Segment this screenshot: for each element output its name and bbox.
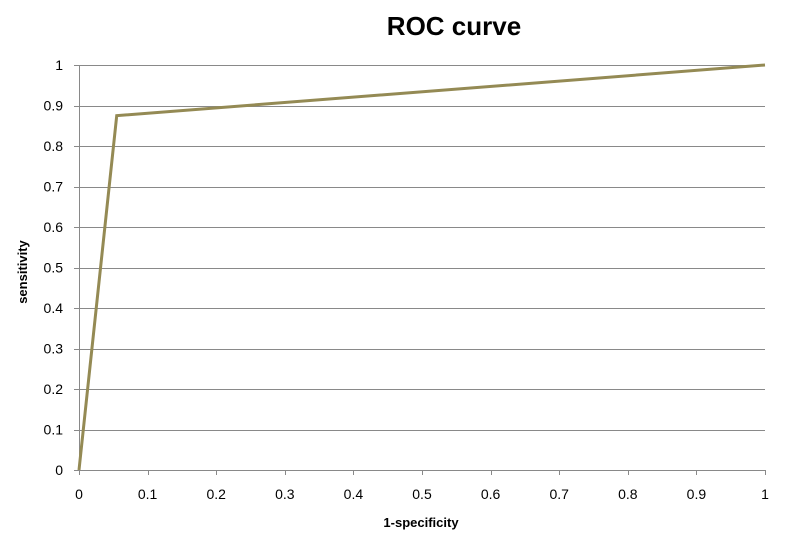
y-tick-label: 0.2 [44,381,64,397]
x-tick-label: 0.5 [412,486,432,502]
x-tick-label: 0.7 [549,486,569,502]
x-tick-label: 0.1 [138,486,158,502]
series-layer [77,63,766,471]
x-tick-label: 0.6 [481,486,501,502]
chart-title: ROC curve [387,11,521,41]
x-tick-label: 0.2 [206,486,226,502]
y-tick-label: 0.6 [44,219,64,235]
y-tick-label: 0.3 [44,341,64,357]
roc-series-line-0 [77,63,766,471]
gridlines [79,65,765,431]
y-tick-label: 0.8 [44,138,64,154]
y-tick-label: 0.1 [44,422,64,438]
y-tick-label: 0.7 [44,179,64,195]
x-tick-label: 0.3 [275,486,295,502]
y-axis-label: sensitivity [15,239,30,303]
y-tick-label: 0 [55,462,63,478]
x-tick-label: 0 [75,486,83,502]
x-tick-label: 0.9 [687,486,707,502]
x-tick-label: 1 [761,486,769,502]
y-tick-label: 1 [55,57,63,73]
y-axis-ticks: 0 0.1 0.2 0.3 0.4 0.5 0.6 0.7 0.8 0.9 1 [44,57,79,478]
y-tick-label: 0.5 [44,260,64,276]
x-tick-label: 0.4 [344,486,364,502]
x-axis-ticks: 0 0.1 0.2 0.3 0.4 0.5 0.6 0.7 0.8 0.9 1 [75,470,769,502]
y-tick-label: 0.9 [44,98,64,114]
x-tick-label: 0.8 [618,486,638,502]
x-axis-label: 1-specificity [383,515,459,530]
y-tick-label: 0.4 [44,300,64,316]
